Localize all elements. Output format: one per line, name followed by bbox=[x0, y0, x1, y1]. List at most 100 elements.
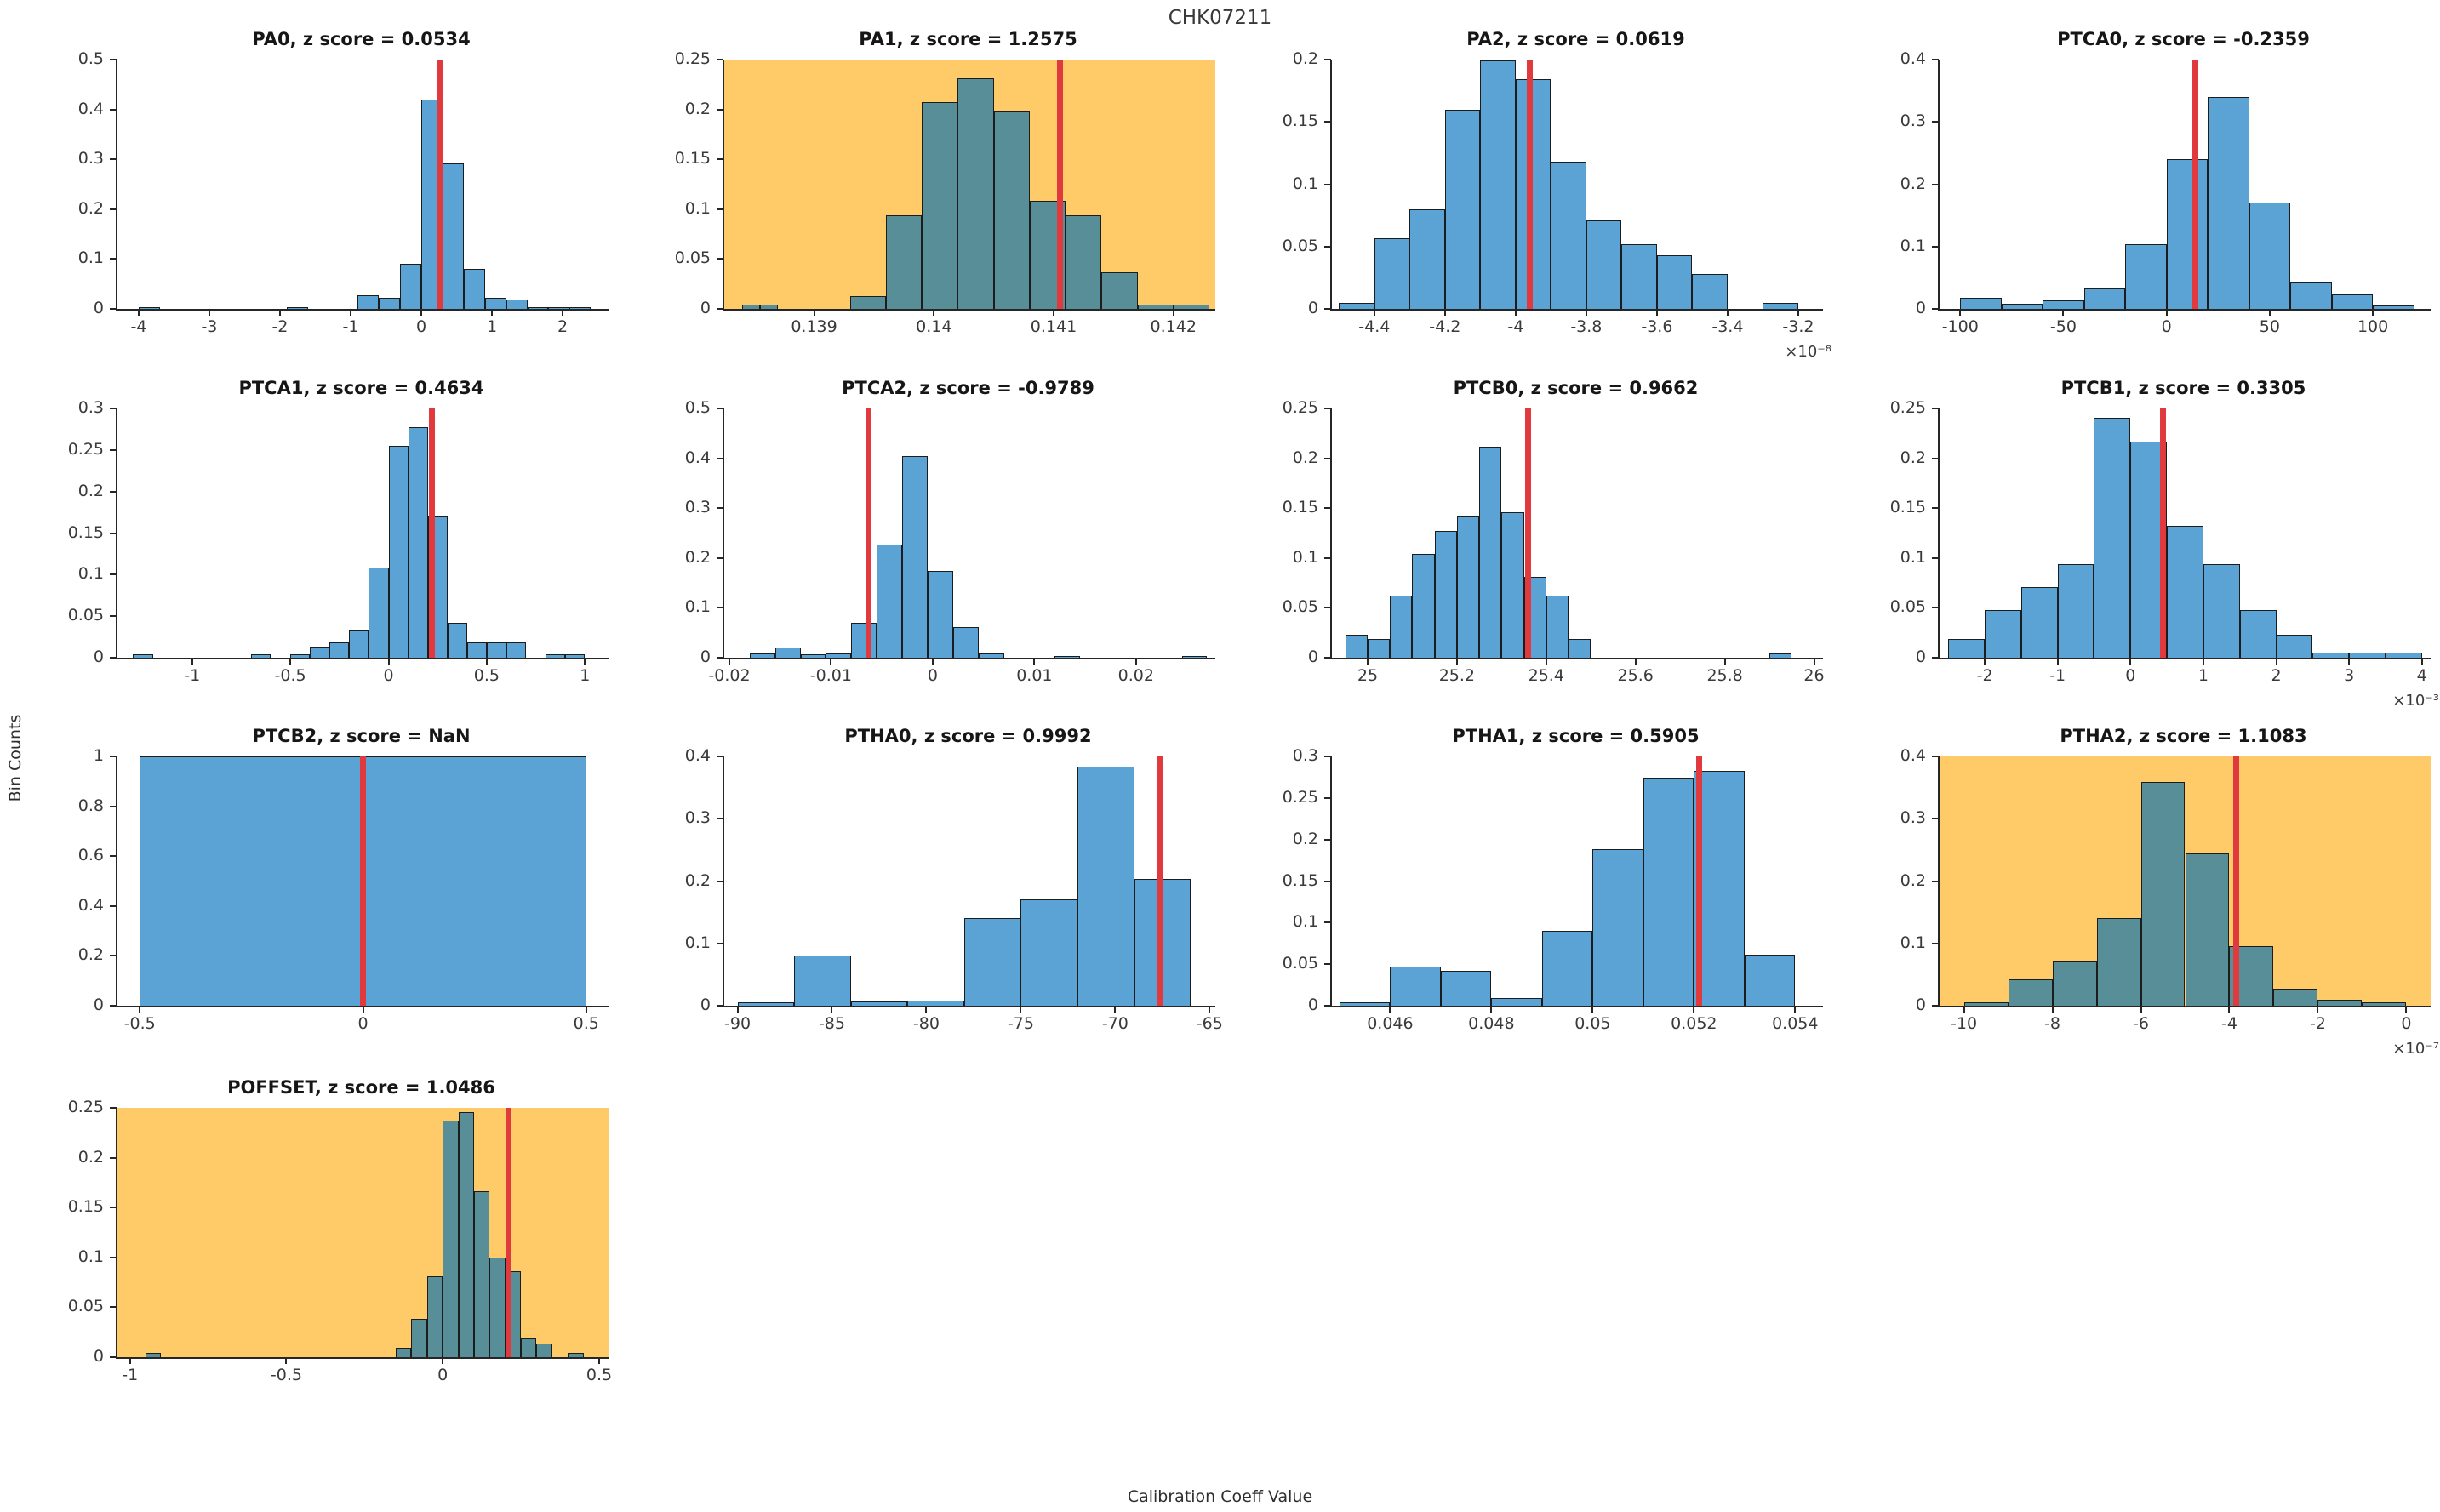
histogram-bar bbox=[850, 1001, 908, 1006]
histogram-bar bbox=[506, 300, 528, 309]
x-tick bbox=[1813, 658, 1815, 665]
x-tick bbox=[420, 309, 422, 316]
x-tick-label: 1 bbox=[580, 666, 591, 685]
x-tick bbox=[2129, 658, 2132, 665]
y-tick bbox=[1324, 607, 1331, 609]
x-tick-label: 26 bbox=[1803, 666, 1825, 685]
histogram-bar bbox=[2208, 96, 2249, 309]
y-tick bbox=[1932, 308, 1939, 310]
y-tick-label: 0.4 bbox=[1900, 746, 1926, 765]
histogram-bar bbox=[521, 1338, 537, 1357]
y-tick bbox=[110, 1156, 117, 1159]
x-tick-label: 0.141 bbox=[1030, 317, 1077, 336]
y-tick bbox=[1932, 507, 1939, 510]
y-tick-label: 0.1 bbox=[1900, 547, 1926, 567]
x-tick-label: -2 bbox=[2309, 1014, 2326, 1033]
x-tick-label: 0 bbox=[2161, 317, 2172, 336]
y-tick bbox=[1932, 657, 1939, 659]
y-tick-label: 0.5 bbox=[684, 398, 711, 417]
y-tick bbox=[717, 258, 723, 260]
axis-exponent-label: ×10⁻⁷ bbox=[2392, 1040, 2439, 1058]
y-tick bbox=[110, 615, 117, 618]
histogram-bar bbox=[952, 626, 979, 658]
x-tick-label: -2 bbox=[1976, 666, 1993, 685]
axis-exponent-label: ×10⁻³ bbox=[2392, 692, 2439, 710]
y-tick-label: 0.1 bbox=[1900, 236, 1926, 255]
histogram-bar bbox=[794, 956, 851, 1006]
y-tick-label: 0 bbox=[700, 996, 711, 1014]
y-tick-label: 0.2 bbox=[1292, 49, 1318, 68]
histogram-bar bbox=[2043, 300, 2084, 309]
histogram-bar bbox=[536, 1343, 552, 1357]
y-tick-label: 0.1 bbox=[77, 1247, 104, 1266]
y-tick bbox=[110, 108, 117, 111]
y-tick-label: 0.4 bbox=[1900, 49, 1926, 68]
subplot-title-PTCA0: PTCA0, z score = -0.2359 bbox=[2057, 29, 2310, 49]
x-tick bbox=[1490, 1006, 1493, 1013]
histogram-bar bbox=[1491, 998, 1542, 1006]
histogram-bar bbox=[1339, 1002, 1391, 1006]
y-tick-label: 0.1 bbox=[77, 564, 104, 584]
histogram-bar bbox=[369, 567, 389, 658]
x-tick bbox=[278, 309, 281, 316]
subplot-PTCB1: 0 0.05 0.1 0.15 0.2 0.25 -2 -1 0 1 2 3 4 ×10⁻³ bbox=[1890, 398, 2439, 710]
x-tick bbox=[728, 658, 730, 665]
x-tick-label: -90 bbox=[724, 1014, 751, 1033]
histogram-bar bbox=[774, 647, 801, 658]
histogram-bar bbox=[287, 306, 309, 309]
y-tick-label: 0.2 bbox=[684, 870, 711, 890]
x-tick bbox=[2140, 1006, 2142, 1013]
y-tick bbox=[110, 855, 117, 858]
x-tick bbox=[349, 309, 351, 316]
x-tick bbox=[491, 309, 493, 316]
histogram-bar bbox=[1077, 767, 1134, 1006]
x-tick bbox=[442, 1357, 444, 1364]
histogram-bar bbox=[907, 1001, 964, 1006]
y-tick bbox=[110, 1256, 117, 1258]
y-tick bbox=[110, 805, 117, 807]
z-score-marker-line bbox=[1157, 756, 1164, 1006]
x-tick bbox=[736, 1006, 739, 1013]
z-score-marker-line bbox=[437, 60, 443, 309]
y-tick bbox=[110, 408, 117, 409]
histogram-bar bbox=[1456, 516, 1480, 658]
x-tick bbox=[925, 1006, 928, 1013]
y-tick bbox=[110, 573, 117, 576]
x-tick-label: -8 bbox=[2044, 1014, 2061, 1033]
y-tick bbox=[110, 532, 117, 534]
histogram-bar bbox=[1586, 220, 1622, 309]
histogram-bar bbox=[1054, 655, 1081, 658]
x-tick-label: -4 bbox=[1507, 317, 1524, 336]
histogram-bar bbox=[1621, 243, 1657, 309]
x-tick-label: -3.2 bbox=[1782, 317, 1814, 336]
histogram-bar bbox=[2276, 635, 2313, 658]
x-tick-label: -50 bbox=[2049, 317, 2077, 336]
y-tick bbox=[1932, 607, 1939, 609]
histogram-bar bbox=[1479, 446, 1502, 658]
histogram-bar bbox=[2331, 294, 2374, 309]
histogram-bar bbox=[1501, 511, 1524, 658]
y-tick-label: 0.8 bbox=[77, 796, 104, 815]
x-tick bbox=[931, 658, 934, 665]
subplot-PTCA2: 0 0.1 0.2 0.3 0.4 0.5 -0.02 -0.01 0 0.01 0.02 bbox=[685, 398, 1215, 685]
y-tick-label: 0 bbox=[93, 648, 104, 666]
y-tick bbox=[1324, 880, 1331, 882]
y-tick-label: 0.25 bbox=[1282, 787, 1318, 807]
histogram-bar bbox=[2385, 653, 2422, 658]
x-tick-label: 0.01 bbox=[1016, 666, 1053, 685]
y-tick bbox=[1324, 756, 1331, 757]
histogram-bar bbox=[2020, 586, 2058, 658]
y-tick bbox=[110, 1356, 117, 1358]
histogram-bar bbox=[902, 455, 928, 658]
subplot-PTHA1: 0 0.05 0.1 0.15 0.2 0.25 0.3 0.046 0.048 0.05 0.05… bbox=[1283, 746, 1823, 1033]
y-tick bbox=[1932, 756, 1939, 757]
x-tick bbox=[1963, 1006, 1965, 1013]
x-tick-label: -80 bbox=[912, 1014, 940, 1033]
x-tick bbox=[1373, 309, 1375, 316]
x-tick bbox=[1984, 658, 1986, 665]
x-tick-label: 0 bbox=[2125, 666, 2136, 685]
histogram-bar bbox=[1643, 778, 1694, 1006]
histogram-bar bbox=[2001, 304, 2043, 309]
x-tick-label: -6 bbox=[2133, 1014, 2149, 1033]
y-tick-label: 0.1 bbox=[77, 248, 104, 268]
